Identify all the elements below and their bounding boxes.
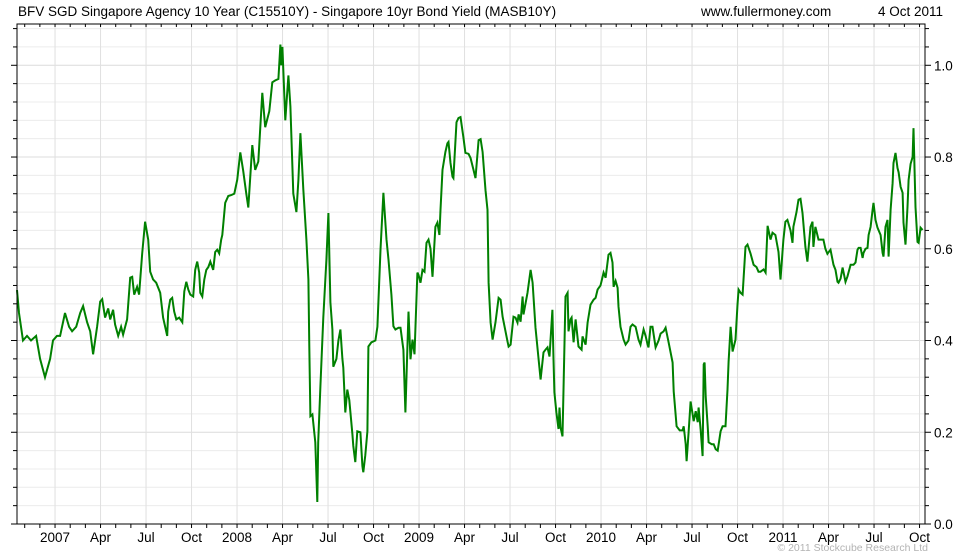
x-axis-label: 2009: [404, 530, 434, 545]
x-axis-label: 2007: [40, 530, 70, 545]
x-axis-label: Jul: [501, 530, 518, 545]
y-axis-label: 0.4: [934, 334, 953, 349]
x-axis-label: Jul: [137, 530, 154, 545]
y-axis-label: 0.8: [934, 150, 953, 165]
y-axis-label: 0.6: [934, 242, 953, 257]
fullermoney-site-text: www.fullermoney.com: [701, 4, 832, 19]
x-axis-label: Oct: [909, 530, 930, 545]
x-axis-label: Oct: [545, 530, 566, 545]
x-axis-label: Oct: [181, 530, 202, 545]
plot-frame: [16, 23, 926, 525]
x-axis-label: 2011: [769, 530, 798, 545]
x-axis-label: Oct: [727, 530, 748, 545]
y-axis-label: 1.0: [934, 58, 953, 73]
x-axis-label: Apr: [272, 530, 294, 545]
y-axis-label: 0.0: [934, 517, 953, 532]
x-axis-label: Apr: [454, 530, 476, 545]
x-axis-label: Apr: [636, 530, 658, 545]
copyright-notice: © 2011 Stockcube Research Ltd: [777, 542, 928, 554]
chart-title: BFV SGD Singapore Agency 10 Year (C15510…: [18, 4, 557, 19]
yield-line: [16, 44, 924, 503]
title-bar: BFV SGD Singapore Agency 10 Year (C15510…: [0, 2, 980, 22]
chart-date: 4 Oct 2011: [878, 4, 944, 19]
x-axis-label: Oct: [363, 530, 384, 545]
x-axis-label: Jul: [683, 530, 700, 545]
x-axis-label: Jul: [319, 530, 336, 545]
x-axis-label: Apr: [90, 530, 112, 545]
x-axis-label: 2008: [222, 530, 252, 545]
y-axis-label: 0.2: [934, 425, 953, 440]
x-axis-label: 2010: [586, 530, 616, 545]
x-axis-label: Apr: [818, 530, 840, 545]
x-axis-label: Jul: [865, 530, 882, 545]
